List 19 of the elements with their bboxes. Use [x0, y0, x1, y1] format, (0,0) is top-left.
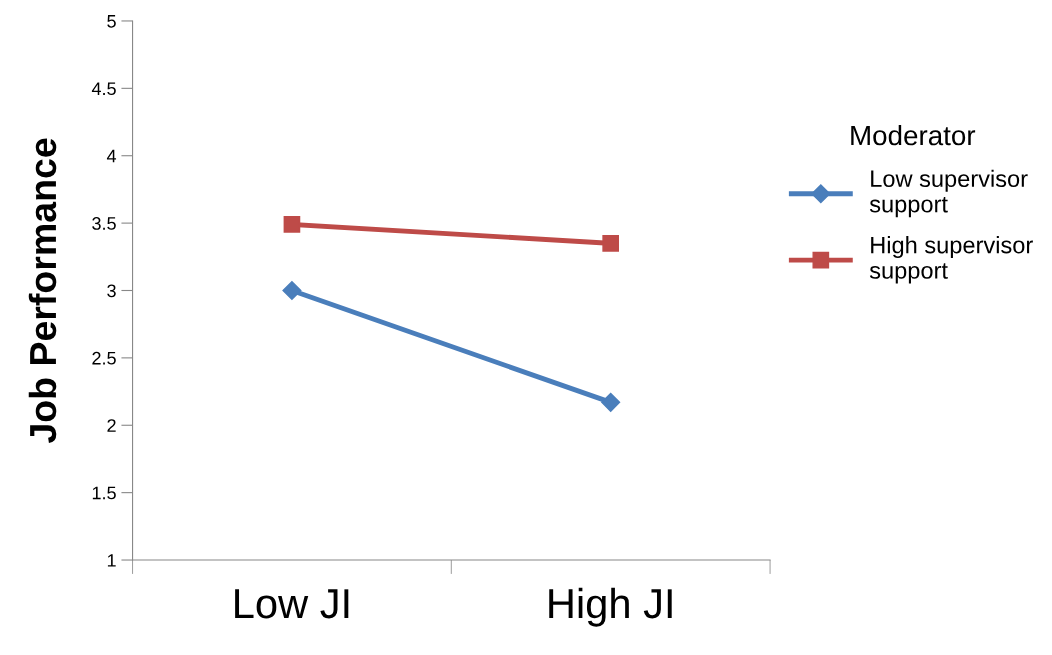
- y-tick-label: 1: [107, 554, 116, 567]
- y-tick-label: 3: [107, 284, 116, 298]
- y-tick-label: 4.5: [91, 82, 116, 96]
- point: [602, 234, 620, 252]
- point: [282, 280, 302, 301]
- x-tick-label: Low JI: [235, 589, 349, 619]
- y-tick-label: 1.5: [92, 486, 116, 500]
- y-tick-label: 4: [106, 149, 117, 163]
- point: [601, 392, 621, 412]
- point: [283, 216, 301, 233]
- x-tick-label: High JI: [549, 587, 672, 627]
- y-tick-label: 2.5: [92, 351, 116, 365]
- legend-label: High supervisor support: [869, 236, 1033, 284]
- y-tick-label: 3.5: [92, 217, 116, 230]
- legend-label: Low supervisor support: [869, 169, 1028, 218]
- y-tick-label: 2: [107, 419, 116, 432]
- legend-title: Moderator: [851, 124, 976, 146]
- y-tick-label: 5: [107, 15, 116, 28]
- y-axis-title: Job Performance: [28, 138, 57, 444]
